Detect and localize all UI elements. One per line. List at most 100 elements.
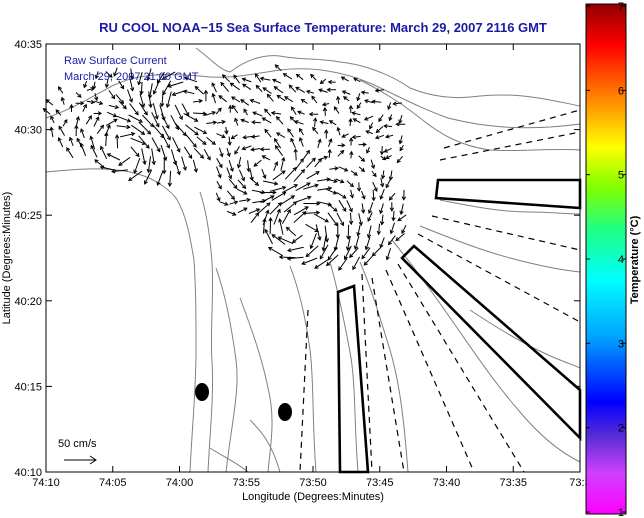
current-vector [369,122,374,130]
current-vector [196,136,207,146]
current-vector [336,95,341,104]
x-axis-ticks: 74:10 74:05 74:00 73:55 73:50 73:45 73:40 73:35… [32,44,591,489]
current-vector [383,123,393,129]
current-vector [383,147,392,153]
current-vector [372,181,378,192]
current-vector [342,96,350,102]
current-vector [233,74,241,84]
contour-north-3 [359,79,581,152]
radar-beam-lines [299,109,581,473]
current-vector [321,234,327,252]
current-vector [138,135,150,149]
current-vector [86,87,95,92]
current-vector [371,247,382,257]
current-vector [374,88,385,93]
current-vector [287,246,304,253]
current-vector [336,126,341,136]
current-vector [254,73,262,83]
current-vector [236,156,242,169]
current-vector [346,200,353,213]
current-vector [379,203,384,215]
current-vector [229,82,240,91]
current-vector [348,104,354,113]
current-vector [284,96,294,103]
current-vector [346,224,351,240]
current-vector [131,124,146,135]
current-vector [79,142,87,156]
current-vector [365,130,373,135]
current-vector [264,108,272,117]
current-vector [306,171,320,180]
current-vector [337,149,345,157]
current-vector [161,71,176,80]
current-vector [295,158,304,170]
current-vector [94,100,104,105]
colorbar-tick-label: 2 [618,423,624,435]
current-vector [241,77,252,83]
current-vector [206,137,216,146]
current-vector [50,115,55,124]
y-axis-ticks: 40:35 40:30 40:25 40:20 40:15 40:10 [14,39,580,479]
colorbar-tick-label: 7 [618,1,624,13]
colorbar-label: Temperature (°C) [629,215,641,304]
current-vector [281,208,291,225]
current-vector [240,118,249,123]
colorbar-tick-label: 6 [618,85,624,97]
current-vector [399,203,404,216]
current-vector [144,169,153,185]
current-vector [105,118,118,127]
current-vector [338,258,348,271]
current-vector [318,88,328,93]
current-vector [156,71,165,84]
current-vector [142,114,155,128]
current-vector [241,145,252,151]
current-vector [303,149,310,159]
current-vector [86,99,96,105]
current-vector [280,195,296,205]
current-vector [192,159,198,173]
current-vector [113,67,118,77]
current-vector [391,210,396,222]
current-vector [358,155,366,162]
current-vector [174,104,183,121]
y-tick-label: 40:10 [14,467,42,479]
current-vector [269,202,282,215]
current-vector [350,170,358,176]
current-vector [297,110,305,115]
current-vector [360,90,369,95]
current-vector [345,235,351,251]
current-vector [358,142,367,147]
current-vector [356,182,362,192]
current-vector [215,107,222,115]
current-vector [282,184,299,193]
current-vector [192,111,208,116]
current-vector [322,106,328,116]
current-vector [161,125,171,141]
current-vector [300,98,308,104]
current-vector [75,101,85,106]
current-vector [273,86,284,94]
current-vector [104,131,109,147]
current-vector [221,74,230,83]
current-vector [301,257,318,265]
current-vector [336,191,347,199]
current-vector [392,101,402,106]
current-vector [94,93,99,102]
current-vector [231,104,239,114]
current-vector [229,200,239,205]
current-vector [236,188,248,195]
current-vector [358,213,363,226]
current-vector [329,166,339,171]
x-tick-label: 73:40 [433,477,461,489]
current-vector [217,119,226,125]
current-vector [401,224,407,234]
current-vector [303,183,319,190]
current-vector [371,99,382,104]
current-vector [294,120,304,125]
current-vector [94,71,99,80]
current-vector [379,189,385,200]
current-vector [215,192,221,202]
current-vector [167,81,184,88]
contour-east-3 [469,309,581,369]
current-vector [267,246,283,256]
